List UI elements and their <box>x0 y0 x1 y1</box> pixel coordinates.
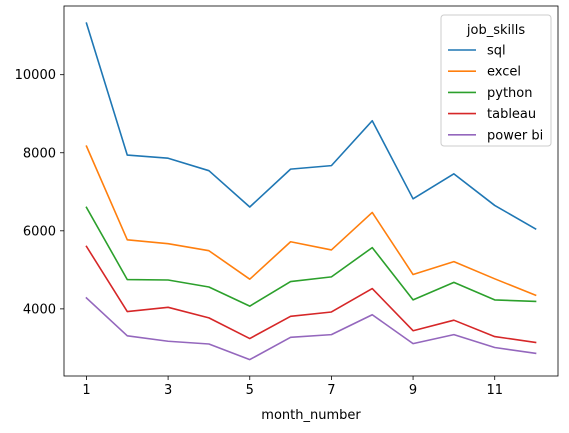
legend-label-excel: excel <box>487 65 521 80</box>
y-tick-label: 6000 <box>23 224 56 239</box>
legend-label-power-bi: power bi <box>487 128 543 143</box>
legend-label-tableau: tableau <box>487 107 536 122</box>
y-axis-ticks: 4000 6000 8000 10000 <box>15 68 64 317</box>
plot-frame <box>63 5 559 377</box>
x-tick-label: 9 <box>409 383 417 398</box>
legend-label-python: python <box>487 86 532 101</box>
y-tick-label: 10000 <box>15 68 56 83</box>
series-line-python <box>85 206 537 307</box>
series-line-power-bi <box>85 296 537 361</box>
series-line-sql <box>85 22 537 230</box>
legend-title: job_skills <box>466 23 525 38</box>
plot-lines <box>85 22 537 361</box>
x-tick-label: 1 <box>82 383 90 398</box>
x-tick-label: 7 <box>327 383 335 398</box>
y-tick-label: 8000 <box>23 146 56 161</box>
x-tick-label: 11 <box>486 383 503 398</box>
series-line-tableau <box>85 245 537 344</box>
legend-label-sql: sql <box>487 44 506 59</box>
y-tick-label: 4000 <box>23 302 56 317</box>
x-tick-label: 3 <box>164 383 172 398</box>
legend-items: sql excel python tableau power bi <box>448 44 543 143</box>
x-axis-label: month_number <box>261 408 361 423</box>
legend: job_skills sql excel python tableau power bi <box>440 14 552 147</box>
x-tick-label: 5 <box>246 383 254 398</box>
x-axis-ticks: 1 3 5 7 9 11 <box>82 376 503 398</box>
series-line-excel <box>85 145 537 297</box>
